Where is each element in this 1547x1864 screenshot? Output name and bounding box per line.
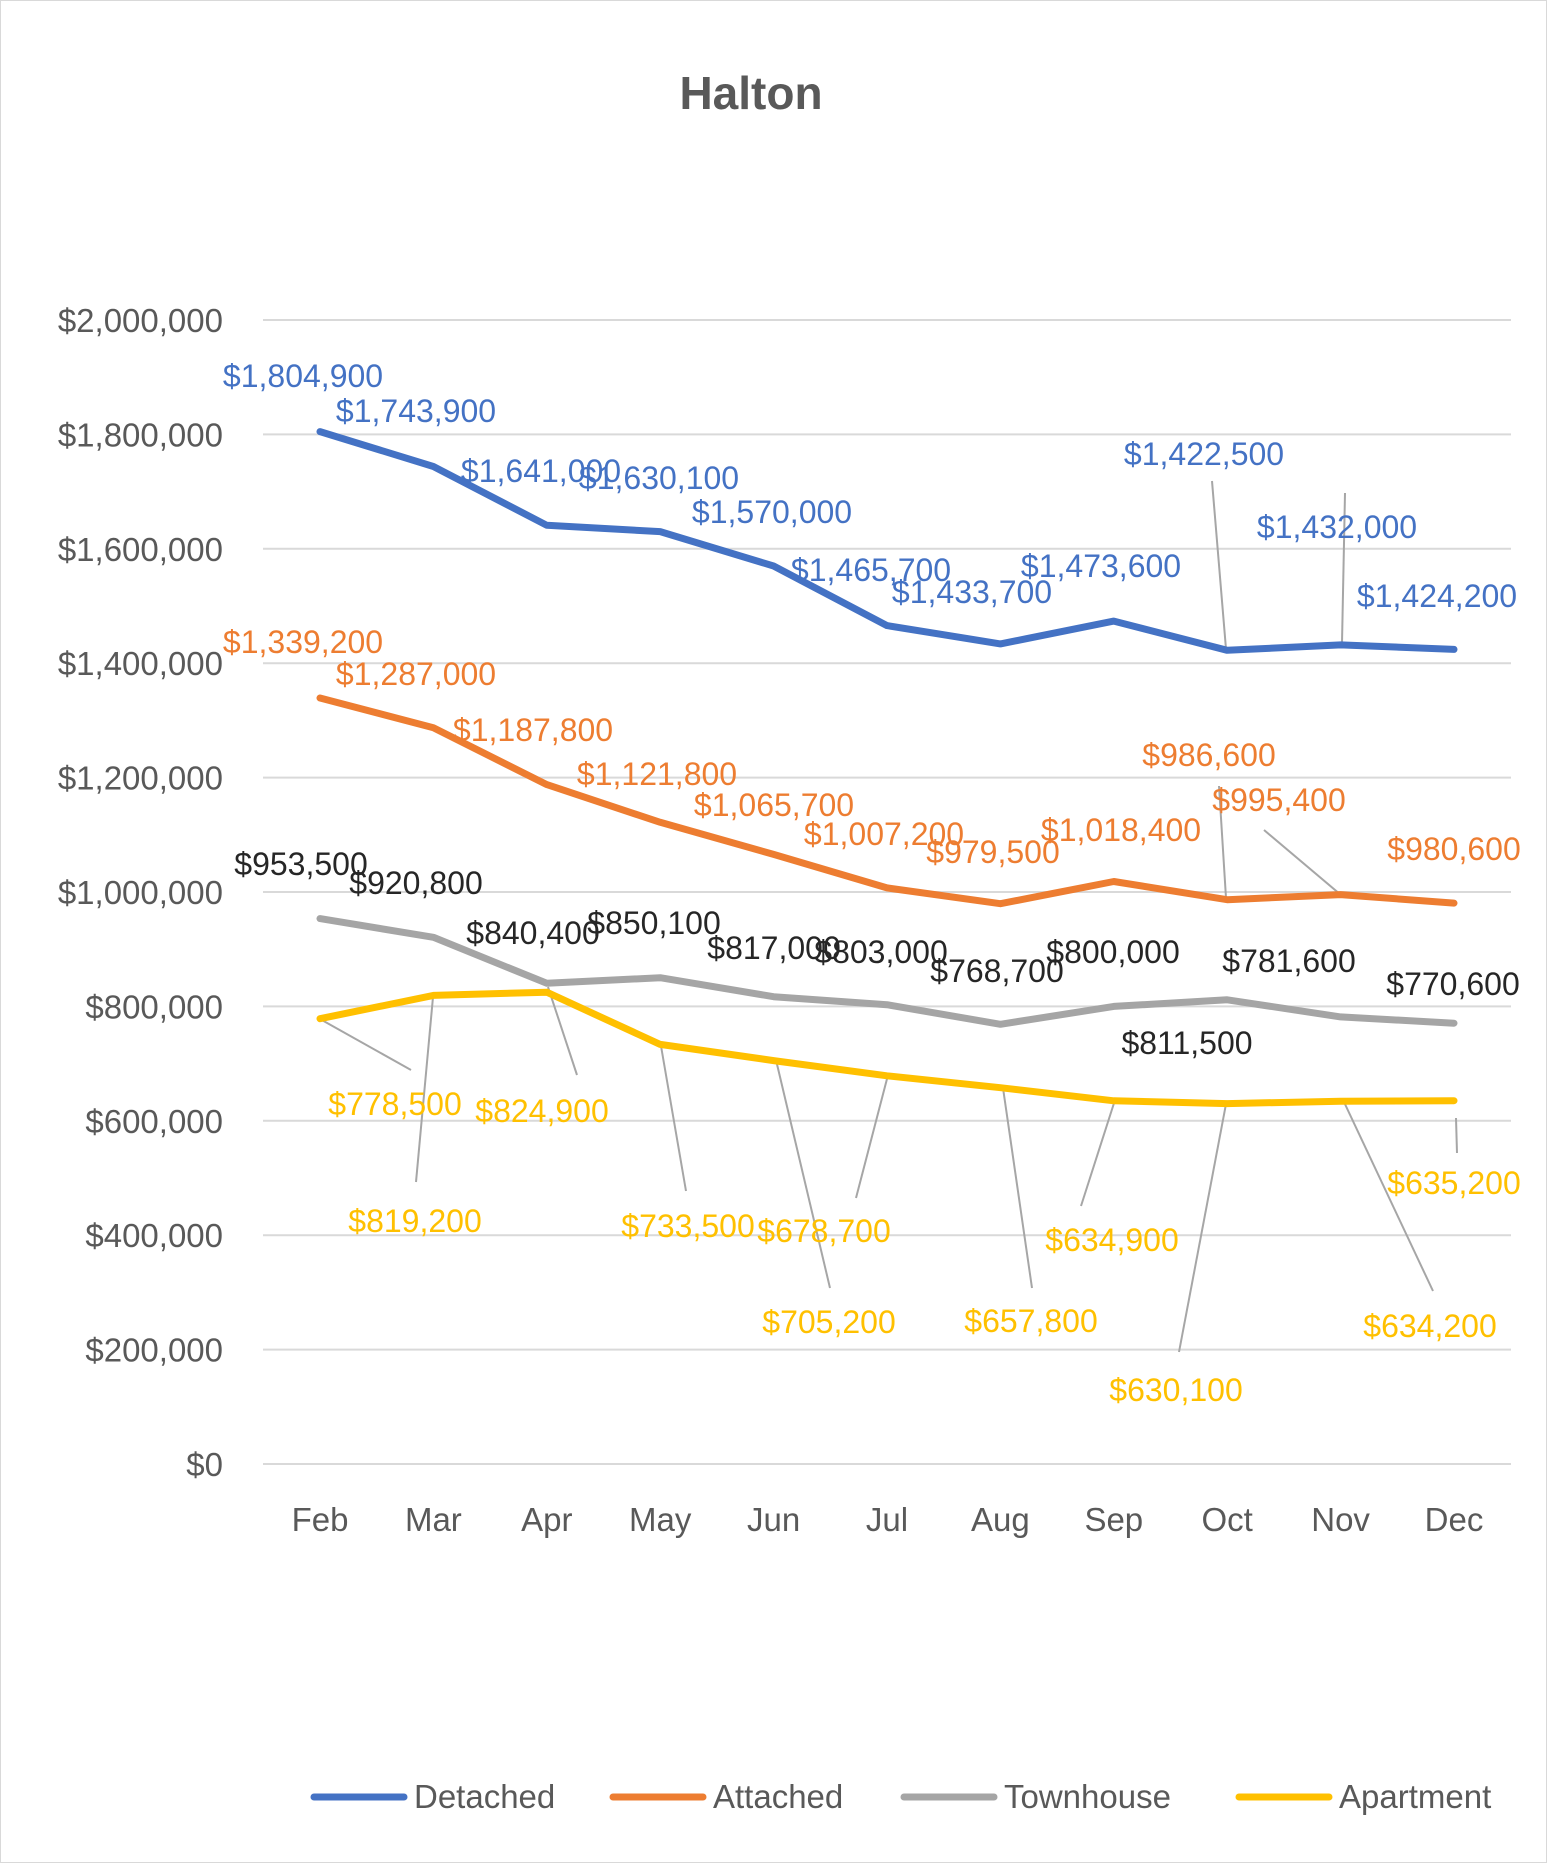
data-label: $1,287,000	[336, 656, 496, 692]
label-leader-lines	[319, 480, 1458, 1353]
data-label: $811,500	[1121, 1025, 1252, 1061]
chart-title: Halton	[679, 67, 822, 119]
data-label: $1,432,000	[1257, 509, 1417, 545]
data-label: $1,570,000	[692, 494, 852, 530]
leader-line	[1002, 1087, 1033, 1289]
data-label: $1,121,800	[577, 756, 737, 792]
data-label: $1,187,800	[453, 712, 613, 748]
data-label: $986,600	[1142, 737, 1275, 773]
data-label: $1,630,100	[579, 460, 739, 496]
x-axis: Feb Mar Apr May Jun Jul Aug Sep Oct Nov Dec	[292, 1501, 1484, 1538]
data-label: $733,500	[621, 1208, 754, 1244]
series-lines	[316, 428, 1458, 1108]
data-label: $1,007,200	[804, 816, 964, 852]
series-line-townhouse	[316, 915, 1458, 1028]
leader-line	[1178, 1103, 1227, 1353]
data-label: $1,065,700	[694, 787, 854, 823]
x-tick-label: Dec	[1425, 1501, 1484, 1538]
data-label: $817,000	[707, 930, 840, 966]
data-label: $634,200	[1363, 1308, 1496, 1344]
leader-line	[1341, 492, 1346, 644]
data-label: $1,433,700	[892, 574, 1052, 610]
leader-line	[547, 986, 578, 1076]
y-tick-label: $1,800,000	[58, 416, 223, 453]
y-tick-label: $400,000	[85, 1217, 223, 1254]
x-tick-label: Sep	[1084, 1501, 1143, 1538]
data-label: $1,339,200	[223, 624, 383, 660]
y-tick-label: $600,000	[85, 1103, 223, 1140]
y-tick-label: $200,000	[85, 1332, 223, 1369]
legend-label: Apartment	[1339, 1778, 1491, 1815]
series-line-apartment	[316, 988, 1458, 1108]
y-tick-label: $1,000,000	[58, 874, 223, 911]
x-tick-label: Oct	[1202, 1501, 1253, 1538]
data-labels: $1,804,900$1,743,900 $1,641,000$1,630,100…	[223, 358, 1521, 1408]
x-tick-label: Jun	[747, 1501, 800, 1538]
data-label: $634,900	[1045, 1222, 1178, 1258]
y-tick-label: $1,600,000	[58, 531, 223, 568]
y-axis: $0 $200,000 $400,000 $600,000 $800,000 $1,000…	[58, 302, 223, 1483]
data-label: $770,600	[1386, 966, 1519, 1002]
y-tick-label: $2,000,000	[58, 302, 223, 339]
data-label: $1,018,400	[1041, 812, 1201, 848]
x-tick-label: Nov	[1311, 1501, 1370, 1538]
data-label: $778,500	[328, 1086, 461, 1122]
data-label: $1,465,700	[791, 552, 951, 588]
data-label: $920,800	[349, 865, 482, 901]
y-tick-label: $1,200,000	[58, 760, 223, 797]
legend-label: Attached	[713, 1778, 843, 1815]
legend-label: Townhouse	[1004, 1778, 1171, 1815]
leader-line	[855, 1074, 889, 1199]
x-tick-label: May	[629, 1501, 692, 1538]
leader-line	[1080, 1099, 1116, 1207]
leader-line	[1263, 829, 1342, 896]
data-label: $803,000	[814, 934, 947, 970]
data-label: $1,422,500	[1124, 436, 1284, 472]
data-label: $1,743,900	[336, 393, 496, 429]
x-tick-label: Mar	[405, 1501, 462, 1538]
x-tick-label: Feb	[292, 1501, 349, 1538]
x-tick-label: Apr	[521, 1501, 572, 1538]
y-tick-label: $1,400,000	[58, 645, 223, 682]
series-line-attached	[316, 694, 1458, 908]
data-label: $705,200	[762, 1304, 895, 1340]
data-label: $850,100	[587, 905, 720, 941]
data-label: $819,200	[348, 1203, 481, 1239]
data-label: $995,400	[1212, 782, 1345, 818]
data-label: $1,804,900	[223, 358, 383, 394]
leader-line	[1211, 480, 1227, 650]
data-label: $800,000	[1046, 934, 1179, 970]
data-label: $1,641,000	[461, 453, 621, 489]
data-label: $1,473,600	[1021, 548, 1181, 584]
data-label: $635,200	[1387, 1165, 1520, 1201]
data-label: $678,700	[757, 1213, 890, 1249]
legend-label: Detached	[414, 1778, 555, 1815]
leader-line	[1343, 1101, 1434, 1292]
data-label: $781,600	[1222, 943, 1355, 979]
data-label: $824,900	[475, 1093, 608, 1129]
leader-line	[415, 996, 434, 1183]
leader-line	[319, 1018, 412, 1071]
y-tick-label: $800,000	[85, 988, 223, 1025]
leader-line	[1455, 1117, 1458, 1154]
leader-line	[1218, 785, 1227, 899]
leader-line	[775, 1059, 831, 1289]
data-label: $979,500	[926, 834, 1059, 870]
y-tick-label: $0	[186, 1446, 223, 1483]
data-label: $840,400	[466, 915, 599, 951]
data-label: $768,700	[930, 953, 1063, 989]
leader-line	[660, 1045, 687, 1192]
data-label: $657,800	[964, 1303, 1097, 1339]
data-label: $980,600	[1387, 831, 1520, 867]
legend: Detached Attached Townhouse Apartment	[310, 1778, 1491, 1815]
x-tick-label: Jul	[866, 1501, 908, 1538]
series-line-detached	[316, 428, 1458, 654]
data-label: $1,424,200	[1357, 578, 1517, 614]
data-label: $630,100	[1109, 1372, 1242, 1408]
data-label: $953,500	[234, 846, 367, 882]
x-tick-label: Aug	[971, 1501, 1030, 1538]
